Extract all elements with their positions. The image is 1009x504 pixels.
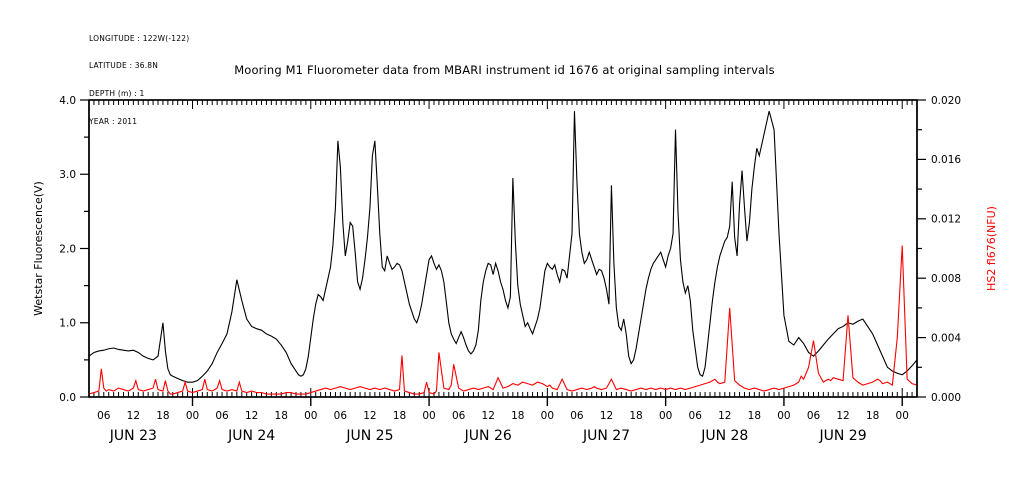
x-hour-label: 06 bbox=[807, 410, 821, 422]
series-line-hs2 bbox=[88, 245, 918, 395]
x-day-label: JUN 25 bbox=[345, 428, 393, 444]
x-hour-label: 18 bbox=[748, 410, 761, 422]
x-hour-label: 06 bbox=[215, 410, 229, 422]
x-hour-label: 00 bbox=[422, 410, 435, 422]
series-line-wetstar bbox=[88, 110, 918, 383]
x-day-label: JUN 24 bbox=[227, 428, 275, 444]
y-tick-label-right: 0.012 bbox=[931, 214, 961, 226]
plot-frame bbox=[88, 99, 918, 398]
latitude-text: LATITUDE : 36.8N bbox=[89, 61, 159, 71]
y-tick-label-left: 1.0 bbox=[59, 318, 76, 330]
y-axis-label-left: Wetstar Fluorescence(V) bbox=[32, 181, 45, 316]
x-hour-label: 12 bbox=[245, 410, 258, 422]
depth-text: DEPTH (m) : 1 bbox=[89, 89, 145, 99]
x-hour-label: 18 bbox=[866, 410, 879, 422]
x-hour-label: 18 bbox=[275, 410, 288, 422]
x-hour-label: 00 bbox=[304, 410, 317, 422]
x-hour-label: 06 bbox=[452, 410, 466, 422]
longitude-text: LONGITUDE : 122W(-122) bbox=[89, 33, 190, 43]
x-hour-label: 06 bbox=[570, 410, 584, 422]
x-hour-label: 06 bbox=[334, 410, 348, 422]
y-tick-label-right: 0.020 bbox=[931, 95, 961, 107]
year-text: YEAR : 2011 bbox=[89, 117, 138, 127]
x-hour-label: 00 bbox=[541, 410, 554, 422]
x-hour-label: 06 bbox=[689, 410, 703, 422]
y-tick-label-right: 0.016 bbox=[931, 154, 961, 166]
chart-title: Mooring M1 Fluorometer data from MBARI i… bbox=[234, 63, 775, 77]
y-tick-label-left: 2.0 bbox=[59, 243, 76, 255]
y-tick-label-left: 0.0 bbox=[59, 392, 76, 404]
x-hour-label: 12 bbox=[363, 410, 376, 422]
x-hour-label: 12 bbox=[127, 410, 140, 422]
x-hour-label: 18 bbox=[629, 410, 642, 422]
x-day-label: JUN 28 bbox=[700, 428, 748, 444]
x-hour-label: 12 bbox=[600, 410, 613, 422]
x-day-label: JUN 29 bbox=[819, 428, 867, 444]
y-tick-label-left: 3.0 bbox=[59, 169, 76, 181]
y-tick-label-right: 0.004 bbox=[931, 332, 961, 344]
y-tick-label-left: 4.0 bbox=[59, 95, 76, 107]
x-hour-label: 12 bbox=[836, 410, 849, 422]
x-hour-label: 18 bbox=[156, 410, 169, 422]
x-hour-label: 00 bbox=[896, 410, 909, 422]
metadata-block: LONGITUDE : 122W(-122) LATITUDE : 36.8N … bbox=[89, 15, 189, 136]
x-hour-label: 00 bbox=[659, 410, 672, 422]
y-tick-label-right: 0.008 bbox=[931, 273, 961, 285]
x-hour-label: 18 bbox=[511, 410, 524, 422]
x-hour-label: 06 bbox=[97, 410, 111, 422]
x-hour-label: 00 bbox=[186, 410, 199, 422]
x-hour-label: 18 bbox=[393, 410, 406, 422]
y-tick-label-right: 0.000 bbox=[931, 392, 961, 404]
x-hour-label: 00 bbox=[777, 410, 790, 422]
y-axis-label-right: HS2 fl676(NFU) bbox=[985, 206, 998, 291]
x-day-label: JUN 27 bbox=[582, 428, 630, 444]
x-day-label: JUN 23 bbox=[109, 428, 157, 444]
x-day-label: JUN 26 bbox=[464, 428, 512, 444]
x-hour-label: 12 bbox=[482, 410, 495, 422]
x-hour-label: 12 bbox=[718, 410, 731, 422]
